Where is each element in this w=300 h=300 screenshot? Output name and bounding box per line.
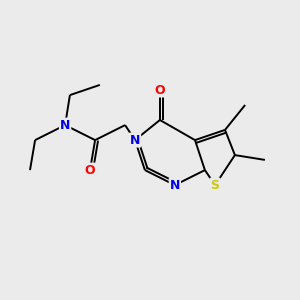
Text: N: N (130, 134, 140, 147)
Text: O: O (154, 83, 165, 97)
Text: N: N (60, 118, 70, 132)
Text: S: S (211, 178, 220, 192)
Text: O: O (85, 164, 95, 177)
Text: N: N (170, 178, 180, 192)
